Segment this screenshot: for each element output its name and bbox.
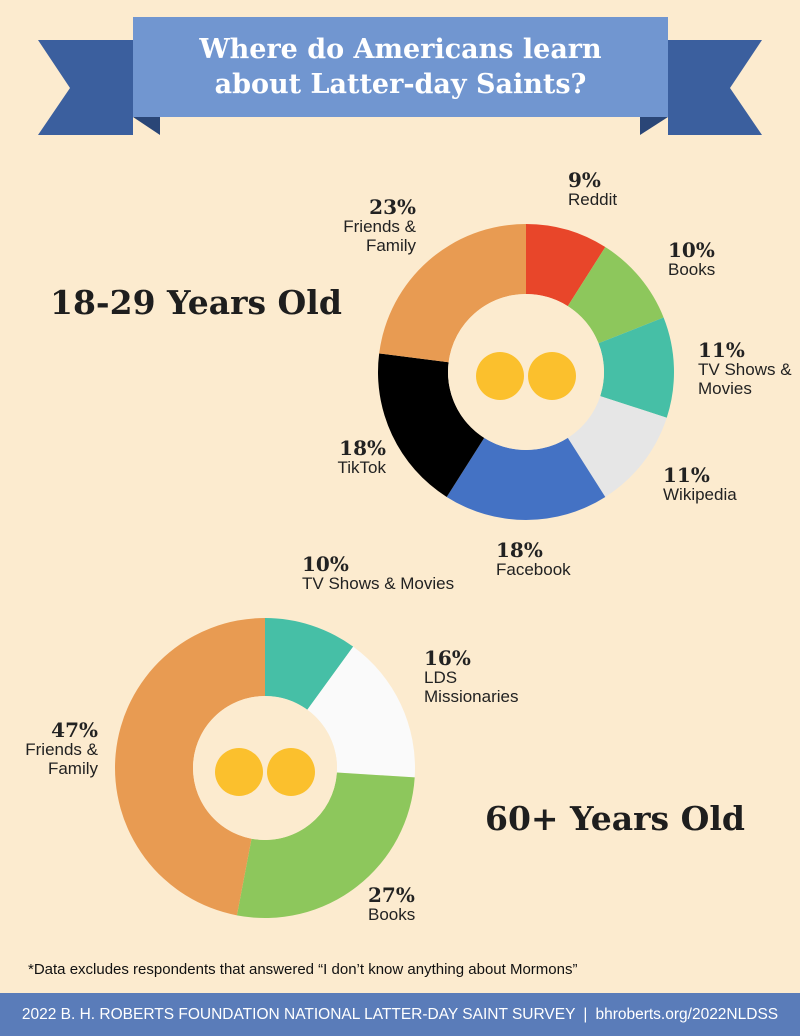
donut-segment — [307, 646, 415, 778]
footer-survey: 2022 B. H. ROBERTS FOUNDATION NATIONAL L… — [21, 1005, 576, 1023]
category-label: Wikipedia — [663, 485, 737, 504]
data-label: 18% Facebook — [496, 540, 616, 580]
data-label: 16% LDS Missionaries — [424, 646, 519, 706]
category-label: TikTok — [337, 458, 387, 477]
data-label: 11% Wikipedia — [663, 465, 783, 505]
value-label: 18% — [496, 538, 543, 562]
value-label: 9% — [568, 168, 601, 192]
donut-segment — [114, 618, 265, 916]
donut-segment — [378, 353, 485, 497]
ribbon-fold — [133, 117, 160, 135]
data-label: 10% Books — [668, 240, 788, 280]
data-label: 11% TV Shows & Movies — [698, 340, 793, 398]
face-icon — [476, 352, 524, 400]
donut-segment — [567, 247, 664, 344]
category-label: Friends & Family — [25, 740, 98, 778]
chart-title: 60+ Years Old — [485, 799, 745, 838]
face-icon — [528, 352, 576, 400]
face-icon — [215, 748, 263, 796]
footnote: *Data excludes respondents that answered… — [28, 961, 578, 978]
donut-segment — [526, 224, 606, 307]
donut-segment — [446, 437, 606, 520]
footer-separator: | — [583, 1005, 588, 1023]
value-label: 18% — [339, 436, 386, 460]
donut-segment — [379, 224, 526, 363]
category-label: Facebook — [496, 560, 571, 579]
category-label: Friends & Family — [343, 217, 416, 255]
donut-hole — [193, 696, 337, 840]
category-label: Reddit — [568, 190, 618, 209]
donut-segment — [598, 317, 674, 418]
data-label: 10% TV Shows & Movies — [302, 554, 502, 594]
title: Where do Americans learn about Latter-da… — [199, 33, 602, 100]
value-label: 16% — [424, 646, 471, 670]
face-icon — [267, 748, 315, 796]
value-label: 27% — [368, 883, 415, 907]
ribbon — [133, 17, 668, 117]
donut-segment — [236, 772, 415, 918]
ribbon-tail — [668, 40, 762, 135]
value-label: 10% — [668, 238, 715, 262]
category-label: TV Shows & Movies — [698, 360, 792, 398]
ribbon-tail — [38, 40, 133, 135]
footer: 2022 B. H. ROBERTS FOUNDATION NATIONAL L… — [0, 993, 800, 1036]
category-label: TV Shows & Movies — [302, 574, 455, 593]
value-label: 47% — [51, 718, 98, 742]
category-label: LDS Missionaries — [424, 668, 519, 706]
value-label: 11% — [698, 338, 745, 362]
donut-segment — [567, 396, 667, 497]
value-label: 11% — [663, 463, 710, 487]
value-label: 10% — [302, 552, 349, 576]
data-label: 23% Friends & Family — [336, 197, 416, 255]
data-label: 47% Friends & Family — [18, 720, 98, 778]
chart-title: 18-29 Years Old — [50, 283, 342, 322]
value-label: 23% — [369, 195, 416, 219]
category-label: Books — [368, 905, 416, 924]
data-label: 9% Reddit — [568, 170, 688, 210]
ribbon-fold — [640, 117, 668, 135]
donut-hole — [448, 294, 604, 450]
category-label: Books — [668, 260, 716, 279]
data-label: 27% Books — [368, 885, 488, 925]
data-label: 18% TikTok — [266, 436, 387, 478]
footer-url: bhroberts.org/2022NLDSS — [595, 1005, 779, 1023]
donut-segment — [265, 618, 354, 710]
